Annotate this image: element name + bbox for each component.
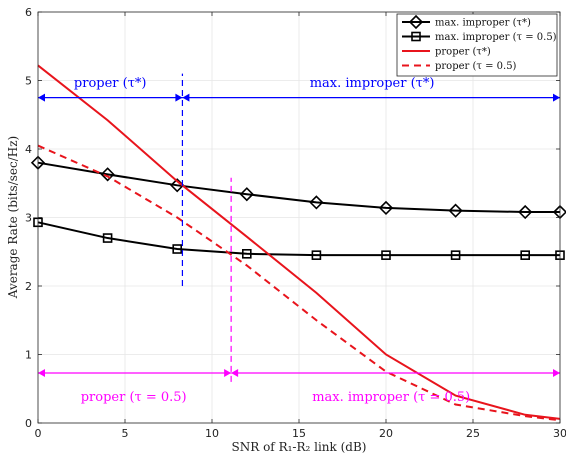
x-tick-label: 30 <box>553 427 566 440</box>
diamond-marker <box>408 14 424 30</box>
arrowhead-left <box>231 368 239 377</box>
legend-box <box>396 13 558 77</box>
square-marker <box>450 250 461 260</box>
y-tick-label: 0 <box>25 417 32 430</box>
y-tick-label: 5 <box>25 75 32 88</box>
x-tick-label: 0 <box>35 427 42 440</box>
arrowhead-left <box>38 93 45 102</box>
arrowhead-left <box>38 368 45 377</box>
diamond-marker <box>309 195 324 210</box>
x-axis-label: SNR of R₁-R₂ link (dB) <box>232 440 367 454</box>
series-line-1 <box>37 161 560 214</box>
x-tick-label: 10 <box>205 427 219 440</box>
arrowhead-right <box>224 368 232 377</box>
annotation-layer: proper (τ*) max. improper (τ*) proper (τ =… <box>38 73 560 405</box>
square-marker <box>102 233 113 243</box>
series-line-3 <box>37 64 561 420</box>
annotation-label: max. improper (τ*) <box>310 76 435 91</box>
axis-ticks: 0 5 10 15 20 25 30 0 1 2 3 4 5 6 <box>25 6 566 440</box>
x-tick-label: 15 <box>292 427 306 440</box>
y-tick-label: 1 <box>25 349 32 362</box>
diamond-marker <box>448 203 463 218</box>
legend-label: proper (τ = 0.5) <box>435 61 517 72</box>
x-tick-label: 25 <box>466 427 480 440</box>
legend-label: max. improper (τ*) <box>435 18 531 29</box>
y-tick-label: 6 <box>25 6 32 19</box>
y-tick-label: 4 <box>25 143 32 156</box>
legend-label: proper (τ*) <box>435 47 491 58</box>
annotation-label: proper (τ = 0.5) <box>81 390 187 405</box>
square-marker <box>411 31 421 42</box>
diamond-marker <box>239 187 254 202</box>
arrowhead-right <box>553 368 560 377</box>
y-tick-label: 2 <box>25 280 32 293</box>
diamond-marker <box>378 200 394 216</box>
diamond-marker <box>100 167 115 182</box>
series-layer <box>30 64 566 422</box>
y-tick-label: 3 <box>25 212 32 225</box>
x-tick-label: 5 <box>122 427 129 440</box>
series-line-2 <box>37 221 560 257</box>
legend: max. improper (τ*) max. improper (τ = 0.5… <box>396 13 558 77</box>
square-marker <box>520 250 531 260</box>
annotation-label: max. improper (τ = 0.5) <box>312 390 470 405</box>
square-marker <box>172 244 182 254</box>
arrowhead-right <box>553 93 560 102</box>
series-line-4 <box>37 144 561 422</box>
arrowhead-left <box>182 93 190 102</box>
y-axis-label: Average Rate (bits/sec/Hz) <box>6 136 20 299</box>
diamond-marker <box>518 204 533 220</box>
annotation-label: proper (τ*) <box>74 76 147 91</box>
x-tick-label: 20 <box>379 427 393 440</box>
square-marker <box>381 250 391 260</box>
arrowhead-right <box>175 93 183 102</box>
square-marker <box>311 250 322 260</box>
legend-label: max. improper (τ = 0.5) <box>435 32 557 43</box>
square-marker <box>242 249 252 259</box>
